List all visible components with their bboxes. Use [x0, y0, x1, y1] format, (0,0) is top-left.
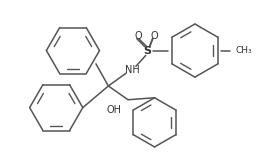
Text: OH: OH — [107, 104, 122, 115]
Text: O: O — [134, 31, 142, 41]
Text: S: S — [144, 46, 152, 56]
Text: NH: NH — [125, 65, 139, 75]
Text: CH₃: CH₃ — [235, 46, 252, 55]
Text: O: O — [151, 31, 159, 41]
